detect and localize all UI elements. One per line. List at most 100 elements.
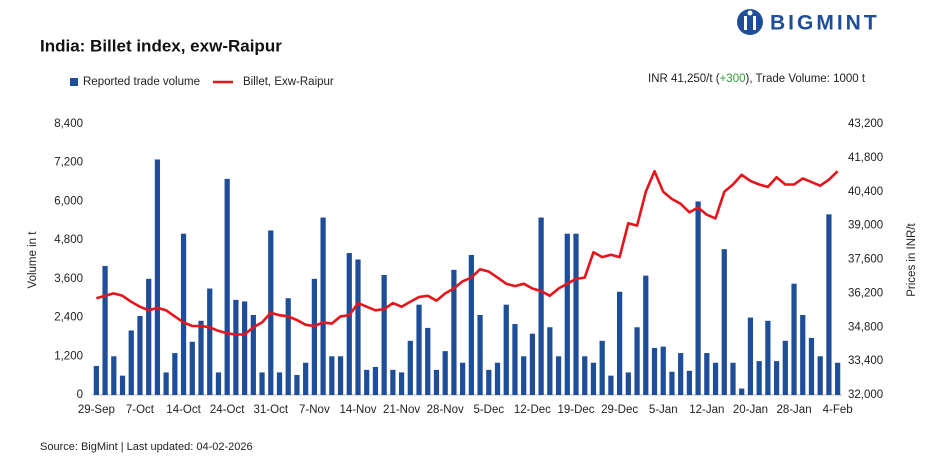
logo-icon-part [747, 10, 753, 16]
bar [93, 365, 99, 395]
x-tick-label: 28-Nov [427, 404, 464, 416]
bar [390, 369, 396, 395]
legend-label: Billet, Exw-Raipur [243, 76, 334, 88]
bar [346, 253, 352, 395]
x-tick-label: 7-Nov [299, 404, 330, 416]
bar [747, 317, 754, 395]
y2-tick-label: 43,200 [848, 118, 883, 130]
bar [294, 374, 300, 395]
y2-tick-label: 33,400 [848, 355, 883, 367]
x-tick-label: 5-Jan [649, 404, 678, 416]
bar [835, 362, 841, 395]
bar [425, 327, 431, 395]
bar [791, 283, 797, 395]
bar [460, 362, 466, 395]
bar [303, 362, 309, 395]
bar [599, 340, 605, 395]
bar [590, 362, 597, 395]
x-tick-label: 7-Oct [126, 404, 155, 416]
y-tick-label: 4,800 [54, 234, 83, 246]
y2-tick-label: 39,000 [848, 220, 883, 232]
y-tick-label: 8,400 [54, 118, 83, 130]
bar [451, 269, 457, 395]
line [96, 169, 839, 336]
bar [180, 233, 187, 395]
bar [660, 346, 666, 395]
logo: BIGMINT [737, 9, 880, 35]
bar [669, 371, 675, 395]
legend-label: Reported trade volume [83, 76, 200, 88]
y-tick-label: 0 [77, 389, 83, 401]
bar [172, 353, 178, 395]
bar [503, 304, 509, 395]
bar [207, 288, 213, 395]
bar [128, 330, 134, 395]
y-axis-label: Volume in t [27, 231, 39, 289]
bar [800, 314, 806, 395]
bar [582, 356, 588, 395]
bar [547, 327, 553, 395]
y-tick-label: 6,000 [54, 195, 83, 207]
x-tick-label: 5-Dec [473, 404, 504, 416]
bar [564, 233, 570, 395]
annotation-change: +300 [720, 73, 746, 85]
bar [808, 337, 815, 395]
bar [529, 333, 536, 395]
bar [372, 366, 379, 395]
bar [242, 301, 248, 395]
x-tick-label: 29-Dec [601, 404, 638, 416]
y-tick-label: 7,200 [54, 157, 83, 169]
y-tick-label: 1,200 [54, 350, 83, 362]
bar [477, 314, 483, 395]
bar [233, 299, 239, 395]
x-tick-label: 31-Oct [254, 404, 289, 416]
bar [364, 369, 370, 395]
bar [442, 351, 448, 395]
y2-tick-label: 40,400 [848, 186, 883, 198]
y2-tick-label: 36,200 [848, 287, 883, 299]
bar [555, 356, 562, 395]
bar [250, 314, 256, 395]
bar [573, 233, 579, 395]
bar [651, 347, 658, 395]
x-tick-label: 4-Feb [823, 404, 853, 416]
bar [512, 324, 518, 395]
bar [634, 327, 640, 395]
x-tick-label: 20-Jan [733, 404, 768, 416]
annotation-text: INR 41,250/t ( [648, 73, 720, 85]
annotation: INR 41,250/t (+300), Trade Volume: 1000 … [648, 73, 866, 85]
bar [782, 340, 788, 395]
y2-tick-label: 37,600 [848, 254, 883, 266]
logo-icon [737, 9, 763, 35]
bar [146, 278, 152, 395]
bar [765, 320, 771, 395]
bar [625, 372, 631, 395]
y2-tick-label: 32,000 [848, 389, 883, 401]
chart-title: India: Billet index, exw-Raipur [40, 36, 282, 55]
bar [215, 372, 222, 395]
bar [398, 372, 405, 395]
bar [721, 249, 727, 395]
bar [643, 275, 649, 395]
bar [617, 291, 623, 395]
bar [154, 159, 161, 395]
bar [119, 375, 126, 395]
bar [826, 214, 832, 395]
bar [756, 361, 762, 395]
bar [163, 372, 169, 395]
y-tick-label: 3,600 [54, 273, 83, 285]
bar [468, 254, 474, 395]
y2-tick-label: 34,800 [848, 321, 883, 333]
bar [337, 356, 344, 395]
bar [102, 265, 108, 395]
bar [329, 356, 335, 395]
bar [111, 356, 117, 395]
bar [521, 356, 527, 395]
brand: BIGMINT [770, 12, 880, 35]
x-tick-label: 24-Oct [210, 404, 245, 416]
x-tick-label: 14-Nov [339, 404, 376, 416]
bar [381, 274, 387, 395]
bar [189, 341, 195, 395]
bar [494, 362, 501, 395]
